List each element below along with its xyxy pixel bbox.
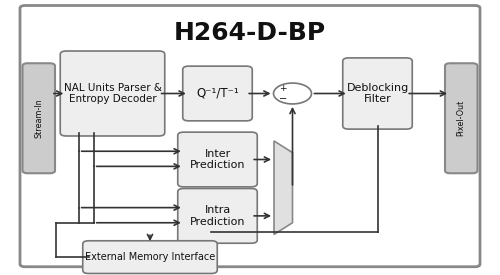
Text: Stream-In: Stream-In <box>34 98 43 138</box>
FancyBboxPatch shape <box>445 63 478 173</box>
Text: Pixel-Out: Pixel-Out <box>457 100 466 136</box>
Text: Inter
Prediction: Inter Prediction <box>190 149 245 170</box>
Text: Intra
Prediction: Intra Prediction <box>190 205 245 227</box>
Text: +: + <box>279 84 286 93</box>
Text: External Memory Interface: External Memory Interface <box>85 252 215 262</box>
Text: −: − <box>278 94 286 104</box>
Text: Q⁻¹/T⁻¹: Q⁻¹/T⁻¹ <box>196 87 239 100</box>
FancyBboxPatch shape <box>343 58 412 129</box>
Text: NAL Units Parser &
Entropy Decoder: NAL Units Parser & Entropy Decoder <box>64 83 162 104</box>
FancyBboxPatch shape <box>178 132 257 187</box>
Polygon shape <box>274 141 292 234</box>
FancyBboxPatch shape <box>60 51 165 136</box>
Text: H264-D-BP: H264-D-BP <box>174 21 326 45</box>
FancyBboxPatch shape <box>22 63 55 173</box>
FancyBboxPatch shape <box>82 241 217 273</box>
FancyBboxPatch shape <box>178 189 257 243</box>
Text: Deblocking
Filter: Deblocking Filter <box>346 83 408 104</box>
FancyBboxPatch shape <box>183 66 252 121</box>
Circle shape <box>274 83 312 104</box>
FancyBboxPatch shape <box>20 6 480 267</box>
